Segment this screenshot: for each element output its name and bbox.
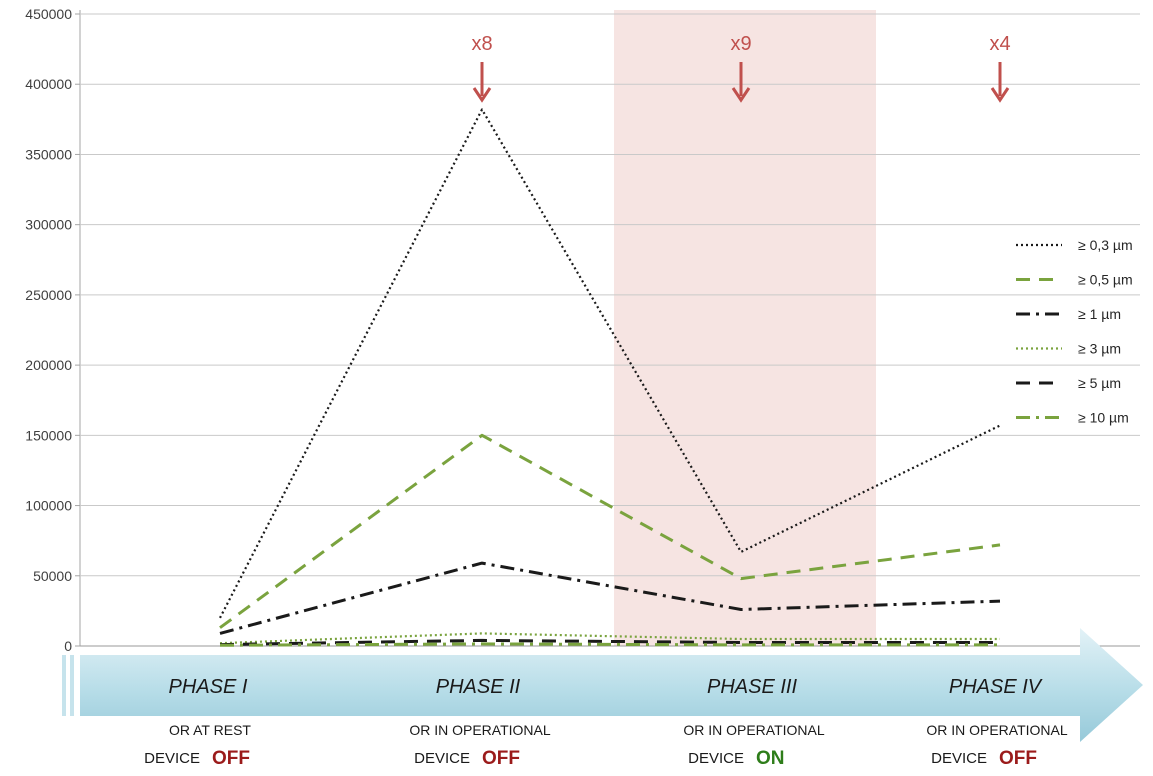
multiplier-label: x9 <box>730 33 751 55</box>
y-axis-ticks: 0 50000 100000 150000 200000 250000 300000 3500… <box>25 6 72 654</box>
legend-label: ≥ 0,5 µm <box>1078 272 1133 288</box>
device-state: ON <box>756 748 785 769</box>
down-arrow-head-icon <box>990 87 1010 103</box>
y-tick-label: 0 <box>64 638 72 654</box>
phase-title: PHASE IV <box>949 676 1043 698</box>
device-label: DEVICE <box>144 750 200 767</box>
y-tick-label: 100000 <box>25 498 72 514</box>
legend-label: ≥ 5 µm <box>1078 375 1121 391</box>
phase-arrow <box>62 628 1143 742</box>
down-arrow-head-icon <box>472 87 492 103</box>
down-arrow-head-icon <box>731 87 751 103</box>
series-line <box>219 561 1001 635</box>
y-tick-label: 200000 <box>25 357 72 373</box>
device-label: DEVICE <box>931 750 987 767</box>
series-line <box>219 638 1000 647</box>
phase-condition: OR IN OPERATIONAL <box>683 722 825 738</box>
multiplier-label: x8 <box>471 33 492 55</box>
y-tick-label: 250000 <box>25 287 72 303</box>
legend-label: ≥ 1 µm <box>1078 306 1121 322</box>
y-tick-label: 300000 <box>25 217 72 233</box>
series-line <box>219 108 1001 619</box>
y-tick-label: 400000 <box>25 76 72 92</box>
phase-arrow-stripe <box>70 655 74 716</box>
phase-title: PHASE II <box>436 676 521 698</box>
shaded-band-phase-iii <box>614 10 876 646</box>
legend: ≥ 0,3 µm ≥ 0,5 µm ≥ 1 µm ≥ 3 µm ≥ 5 µm ≥ 10 µ… <box>1016 237 1133 426</box>
legend-label: ≥ 10 µm <box>1078 410 1129 426</box>
series-line <box>219 642 1000 647</box>
device-label: DEVICE <box>688 750 744 767</box>
device-label: DEVICE <box>414 750 470 767</box>
y-tick-label: 50000 <box>33 568 72 584</box>
device-state: OFF <box>482 748 520 769</box>
series-line <box>219 632 1000 645</box>
y-tick-label: 450000 <box>25 6 72 22</box>
multiplier-label: x4 <box>989 33 1010 55</box>
phase-condition: OR IN OPERATIONAL <box>926 722 1068 738</box>
phase-condition: OR AT REST <box>169 722 251 738</box>
legend-label: ≥ 3 µm <box>1078 341 1121 357</box>
gridlines <box>75 10 1140 647</box>
phase-arrow-stripe <box>62 655 66 716</box>
y-tick-label: 350000 <box>25 146 72 162</box>
phase-arrow-body <box>80 628 1143 742</box>
device-state: OFF <box>999 748 1037 769</box>
series-line <box>219 433 1001 629</box>
phase-condition: OR IN OPERATIONAL <box>409 722 551 738</box>
data-series <box>219 108 1001 647</box>
phase-labels: PHASE I OR AT REST DEVICE OFF PHASE II OR IN … <box>144 676 1068 769</box>
phase-title: PHASE I <box>169 676 248 698</box>
y-tick-label: 150000 <box>25 427 72 443</box>
legend-label: ≥ 0,3 µm <box>1078 237 1133 253</box>
shaded-band-layer <box>614 10 876 646</box>
device-state: OFF <box>212 748 250 769</box>
phase-title: PHASE III <box>707 676 797 698</box>
annotations: x8 x9 x4 <box>471 33 1011 103</box>
